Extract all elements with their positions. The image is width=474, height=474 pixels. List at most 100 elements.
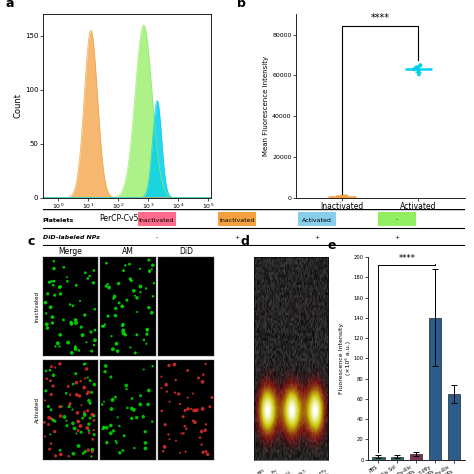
Point xyxy=(65,453,73,460)
Point xyxy=(150,279,158,287)
Point xyxy=(47,440,55,447)
Point xyxy=(137,288,144,296)
Point xyxy=(122,382,130,389)
Point xyxy=(90,412,98,419)
Point xyxy=(179,413,187,420)
Point xyxy=(86,414,94,422)
Point xyxy=(111,292,118,300)
Point xyxy=(146,268,153,276)
Point xyxy=(57,412,64,420)
Point xyxy=(81,374,89,382)
Point xyxy=(141,428,149,436)
Point xyxy=(199,378,206,386)
Text: DiD-labeled NPs: DiD-labeled NPs xyxy=(43,235,100,240)
Point xyxy=(56,283,64,291)
Point xyxy=(51,292,59,299)
Point xyxy=(128,277,135,284)
Point xyxy=(46,446,54,453)
Point xyxy=(126,260,133,268)
Point xyxy=(202,448,210,456)
Point xyxy=(195,374,202,382)
Point xyxy=(121,262,129,269)
Point xyxy=(127,275,134,283)
Point xyxy=(201,427,209,434)
Point xyxy=(198,428,205,435)
Point xyxy=(48,415,55,422)
Text: ****: **** xyxy=(371,13,390,23)
Point xyxy=(199,448,207,456)
Point xyxy=(51,428,59,436)
Text: Plt-T-
PPy
NPs: Plt-T- PPy NPs xyxy=(298,468,313,474)
Point xyxy=(44,290,52,298)
Point xyxy=(86,377,94,384)
Point xyxy=(100,423,108,431)
Point xyxy=(175,390,182,398)
Point xyxy=(89,446,96,454)
Point xyxy=(46,279,53,286)
Point xyxy=(123,296,131,304)
Point xyxy=(120,432,128,439)
Point xyxy=(166,398,173,405)
Point xyxy=(80,450,87,457)
Point xyxy=(42,310,50,317)
Point xyxy=(99,401,106,408)
Point xyxy=(130,287,137,294)
Bar xyxy=(298,211,336,226)
Point xyxy=(77,428,85,436)
Point xyxy=(90,267,98,274)
Text: +: + xyxy=(314,235,319,240)
Point xyxy=(73,379,80,386)
Point xyxy=(171,389,179,396)
Point xyxy=(149,292,157,300)
Point xyxy=(67,319,75,326)
Text: +: + xyxy=(234,235,239,240)
Point xyxy=(189,390,197,397)
Point xyxy=(133,294,141,301)
Point xyxy=(99,425,106,433)
Point xyxy=(63,422,71,429)
Point xyxy=(73,409,81,417)
Point xyxy=(89,411,96,419)
Point xyxy=(86,400,94,407)
Point xyxy=(78,401,85,409)
Point xyxy=(410,65,418,73)
Point xyxy=(191,419,199,426)
Point xyxy=(118,302,126,310)
Point xyxy=(85,388,92,396)
Point xyxy=(148,265,155,273)
Point xyxy=(102,283,110,290)
Point xyxy=(114,414,121,421)
Point xyxy=(128,415,136,422)
Text: Activated: Activated xyxy=(302,218,332,222)
Point xyxy=(47,406,55,414)
Point xyxy=(101,368,109,375)
Point xyxy=(54,339,62,347)
Point xyxy=(100,322,108,330)
Point xyxy=(84,447,92,454)
Point xyxy=(81,311,89,319)
Point xyxy=(103,438,111,446)
Point xyxy=(200,371,207,378)
Text: a: a xyxy=(6,0,14,10)
Point xyxy=(142,285,150,292)
Point xyxy=(181,422,189,430)
Point xyxy=(107,429,115,437)
Point xyxy=(90,417,98,424)
Point xyxy=(340,193,347,201)
Point xyxy=(45,402,52,410)
Point xyxy=(84,274,91,282)
Point xyxy=(184,394,191,401)
Point xyxy=(130,406,137,414)
Point xyxy=(57,451,64,458)
Point xyxy=(109,396,116,404)
Bar xyxy=(391,457,403,460)
Point xyxy=(50,257,58,265)
Point xyxy=(89,436,97,443)
Point xyxy=(57,290,64,298)
Point xyxy=(415,63,422,71)
Point xyxy=(91,305,99,313)
Point xyxy=(41,419,48,426)
Point xyxy=(133,331,141,338)
Point xyxy=(58,403,65,410)
Point xyxy=(206,403,214,410)
